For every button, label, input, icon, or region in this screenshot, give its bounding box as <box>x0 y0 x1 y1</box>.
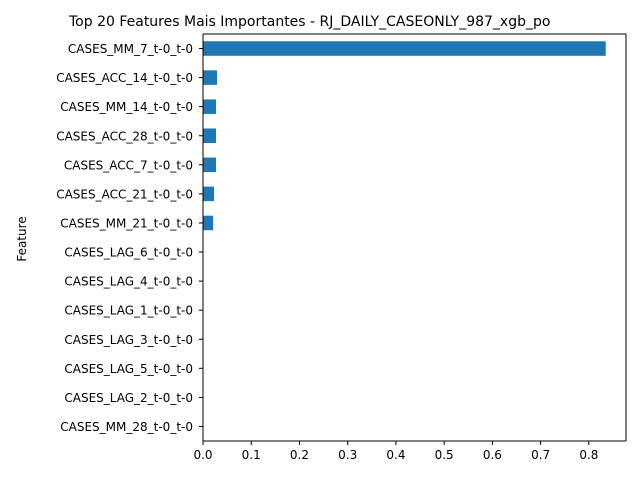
x-tick-label: 0.3 <box>338 448 357 462</box>
y-tick-label: CASES_LAG_3_t-0_t-0 <box>64 333 193 347</box>
y-tick-label: CASES_MM_7_t-0_t-0 <box>68 42 193 56</box>
y-tick-label: CASES_ACC_7_t-0_t-0 <box>64 158 193 172</box>
x-tick-label: 0.7 <box>531 448 550 462</box>
y-tick-label: CASES_MM_28_t-0_t-0 <box>60 420 193 434</box>
y-tick-label: CASES_LAG_6_t-0_t-0 <box>64 246 193 260</box>
y-tick-label: CASES_LAG_2_t-0_t-0 <box>64 391 193 405</box>
bar <box>203 70 217 85</box>
y-tick-label: CASES_MM_14_t-0_t-0 <box>60 100 193 114</box>
bar <box>203 41 606 56</box>
y-tick-label: CASES_MM_21_t-0_t-0 <box>60 216 193 230</box>
y-axis-label: Feature <box>15 216 29 261</box>
x-tick-label: 0.8 <box>579 448 598 462</box>
bar <box>203 157 217 173</box>
bar <box>203 128 217 144</box>
chart-title: Top 20 Features Mais Importantes - RJ_DA… <box>68 14 550 30</box>
y-tick-label: CASES_ACC_21_t-0_t-0 <box>56 187 193 201</box>
y-ticks-group: CASES_MM_7_t-0_t-0 CASES_ACC_14_t-0_t-0 CA… <box>56 42 203 434</box>
axes-frame <box>202 33 627 442</box>
x-ticks-group: 0.0 0.1 0.2 0.3 0.4 0.5 0.6 0.7 0.8 <box>193 441 598 462</box>
x-tick-label: 0.2 <box>290 448 309 462</box>
x-tick-label: 0.4 <box>386 448 405 462</box>
bar <box>203 99 217 114</box>
y-tick-label: CASES_LAG_4_t-0_t-0 <box>64 275 193 289</box>
x-tick-label: 0.5 <box>435 448 454 462</box>
y-tick-label: CASES_ACC_28_t-0_t-0 <box>56 129 193 143</box>
bars-group <box>203 41 606 231</box>
x-tick-label: 0.6 <box>483 448 502 462</box>
y-tick-label: CASES_ACC_14_t-0_t-0 <box>56 71 193 85</box>
y-tick-label: CASES_LAG_5_t-0_t-0 <box>64 362 193 376</box>
x-tick-label: 0.0 <box>193 448 212 462</box>
bar <box>203 186 215 202</box>
bar <box>203 215 214 231</box>
x-tick-label: 0.1 <box>242 448 261 462</box>
y-tick-label: CASES_LAG_1_t-0_t-0 <box>64 304 193 318</box>
